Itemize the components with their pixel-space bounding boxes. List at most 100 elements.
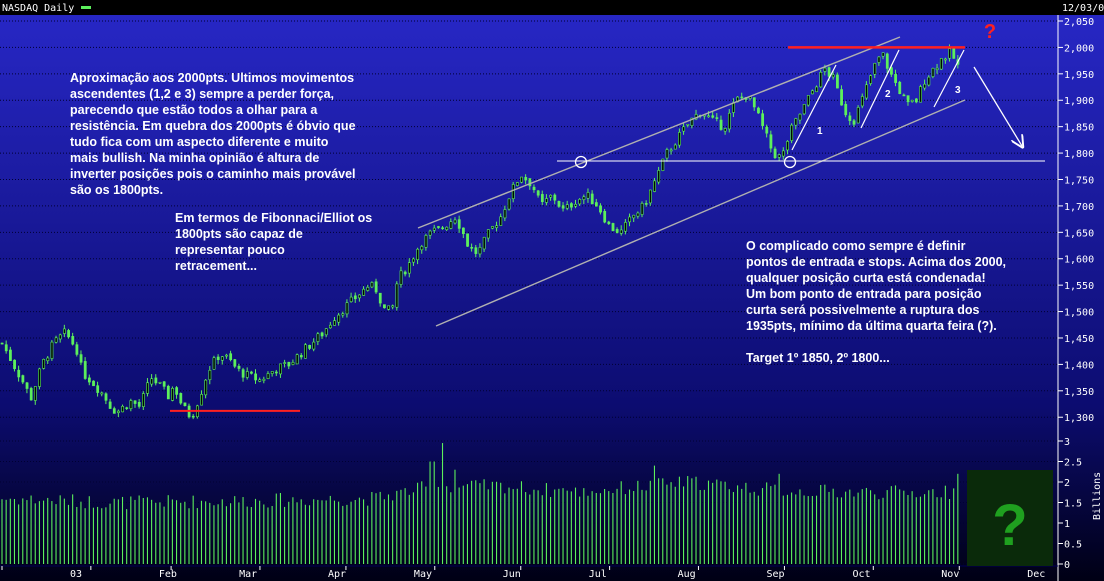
candle-body xyxy=(407,262,411,274)
candle-body xyxy=(295,354,299,365)
candle-body xyxy=(682,126,686,132)
annotation-fibonacci: Em termos de Fibonnaci/Elliot os 1800pts… xyxy=(175,211,373,273)
candle-body xyxy=(441,227,445,230)
chart-title: NASDAQ Daily xyxy=(2,3,74,14)
annotation-entry: O complicado como sempre é definir ponto… xyxy=(746,239,1007,365)
candle-body xyxy=(241,369,245,378)
candle-body xyxy=(424,235,428,248)
candle-body xyxy=(366,287,370,291)
candle-body xyxy=(291,362,295,365)
price-tick-label: 1,850 xyxy=(1064,123,1094,134)
pivot-circle xyxy=(574,155,588,169)
wave-line-2 xyxy=(860,49,900,129)
candle-body xyxy=(644,203,648,205)
volume-bars xyxy=(1,443,959,564)
candle-body xyxy=(245,371,249,378)
candle-body xyxy=(25,382,29,389)
candle-body xyxy=(740,96,744,99)
candle-body xyxy=(337,314,341,323)
question-mark-top: ? xyxy=(984,21,996,43)
candle-body xyxy=(919,86,922,103)
candle-body xyxy=(474,247,478,254)
candle-body xyxy=(358,294,361,299)
candle-body xyxy=(121,405,125,413)
candle-body xyxy=(894,73,897,83)
title-bar xyxy=(0,0,1104,15)
candle-body xyxy=(594,202,598,207)
candle-body xyxy=(13,359,16,370)
candle-body xyxy=(707,115,710,118)
candle-body xyxy=(349,296,353,302)
candle-body xyxy=(599,205,602,213)
candle-body xyxy=(711,115,715,118)
candle-body xyxy=(287,361,291,367)
time-tick-label: Dec xyxy=(1027,569,1045,580)
wave-label: 3 xyxy=(955,85,961,96)
candle-body xyxy=(71,336,75,345)
candle-body xyxy=(233,359,237,367)
candle-body xyxy=(944,58,947,61)
candle-body xyxy=(279,363,282,375)
candle-body xyxy=(445,226,449,231)
wave-line-1 xyxy=(791,64,837,151)
candle-body xyxy=(827,67,831,77)
candle-body xyxy=(461,227,465,235)
wave-label: 2 xyxy=(885,89,891,100)
candle-body xyxy=(457,219,461,229)
price-tick-label: 1,600 xyxy=(1064,255,1094,266)
candle-body xyxy=(881,52,885,57)
candle-body xyxy=(204,379,208,396)
candle-body xyxy=(112,408,116,414)
chart-date: 12/03/0 xyxy=(1062,3,1104,14)
candle-body xyxy=(29,388,33,401)
candle-body xyxy=(412,258,415,263)
candle-body xyxy=(92,380,95,387)
candle-body xyxy=(58,334,62,340)
candle-body xyxy=(540,194,544,203)
candle-body xyxy=(511,184,515,199)
price-tick-label: 1,700 xyxy=(1064,202,1094,213)
candle-body xyxy=(341,313,345,316)
candle-body xyxy=(570,203,573,208)
candle-body xyxy=(781,150,785,157)
candle-body xyxy=(565,204,569,209)
channel-upper-line xyxy=(417,36,901,229)
candle-body xyxy=(117,410,120,413)
candle-body xyxy=(38,368,41,387)
time-tick-label: Apr xyxy=(328,569,346,580)
candle-body xyxy=(220,356,224,361)
candle-body xyxy=(395,283,399,308)
candle-body xyxy=(628,216,632,223)
candle-body xyxy=(154,377,158,384)
candle-body xyxy=(449,221,453,229)
price-tick-label: 1,500 xyxy=(1064,308,1094,319)
candle-body xyxy=(914,98,918,103)
candle-body xyxy=(324,328,328,336)
candle-body xyxy=(171,387,174,401)
time-tick-label: Oct xyxy=(852,569,870,580)
time-tick-label: Mar xyxy=(239,569,257,580)
candle-body xyxy=(657,170,661,183)
candle-body xyxy=(63,328,66,334)
candle-body xyxy=(545,198,548,203)
candle-body xyxy=(466,233,469,247)
candle-body xyxy=(299,355,303,358)
candle-body xyxy=(935,67,939,70)
candle-body xyxy=(482,236,486,250)
candle-body xyxy=(133,400,137,404)
candle-body xyxy=(0,342,4,345)
price-tick-label: 1,950 xyxy=(1064,70,1094,81)
candle-body xyxy=(819,71,823,88)
candle-body xyxy=(258,379,262,382)
candle-body xyxy=(416,248,420,261)
candle-body xyxy=(96,385,100,393)
time-tick-label: 03 xyxy=(70,569,82,580)
candle-body xyxy=(108,401,112,409)
candle-body xyxy=(212,357,216,370)
price-tick-label: 1,300 xyxy=(1064,413,1094,424)
candle-body xyxy=(806,95,810,106)
candle-body xyxy=(906,95,910,103)
candle-body xyxy=(316,333,320,342)
candle-body xyxy=(453,219,457,224)
candle-body xyxy=(4,344,8,352)
